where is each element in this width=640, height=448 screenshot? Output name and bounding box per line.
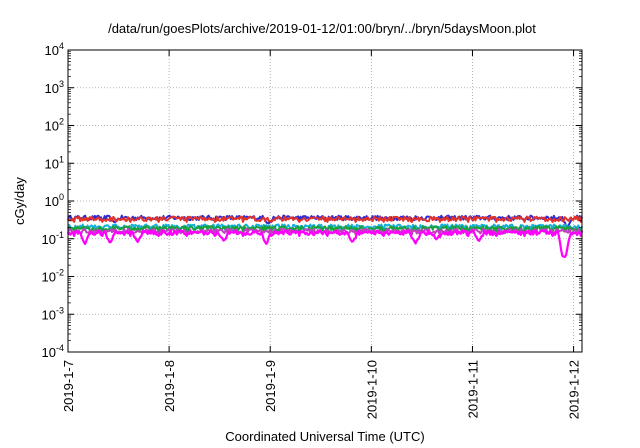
y-tick-label: 101 <box>45 154 64 171</box>
y-axis: 10-4 10-3 10-2 10-1 100 101 102 103 104 <box>42 41 582 360</box>
x-tick-label: 2019-1-8 <box>162 360 177 412</box>
y-tick-label: 10-4 <box>42 343 64 360</box>
grid-lines <box>67 50 582 352</box>
y-tick-label: 10-2 <box>42 268 64 285</box>
x-axis: 2019-1-7 2019-1-8 2019-1-9 2019-1-10 2019-1-… <box>61 50 582 419</box>
x-tick-label: 2019-1-12 <box>567 360 582 419</box>
y-tick-label: 10-1 <box>42 230 64 247</box>
x-tick-label: 2019-1-7 <box>61 360 76 412</box>
plot-frame <box>67 49 583 353</box>
x-tick-label: 2019-1-11 <box>465 360 480 418</box>
y-tick-label: 103 <box>45 79 64 96</box>
y-tick-label: 102 <box>45 117 64 134</box>
series-line <box>67 215 583 223</box>
series-lines <box>67 214 584 258</box>
y-tick-label: 104 <box>45 41 64 58</box>
series-line <box>67 225 583 233</box>
series-line <box>67 229 584 258</box>
x-tick-label: 2019-1-9 <box>263 360 278 412</box>
chart-title: /data/run/goesPlots/archive/2019-01-12/0… <box>108 21 536 36</box>
y-tick-label: 100 <box>45 192 64 209</box>
x-tick-label: 2019-1-10 <box>364 360 379 419</box>
y-tick-label: 10-3 <box>42 305 64 322</box>
x-axis-label: Coordinated Universal Time (UTC) <box>225 429 424 444</box>
y-axis-label: cGy/day <box>12 177 27 225</box>
